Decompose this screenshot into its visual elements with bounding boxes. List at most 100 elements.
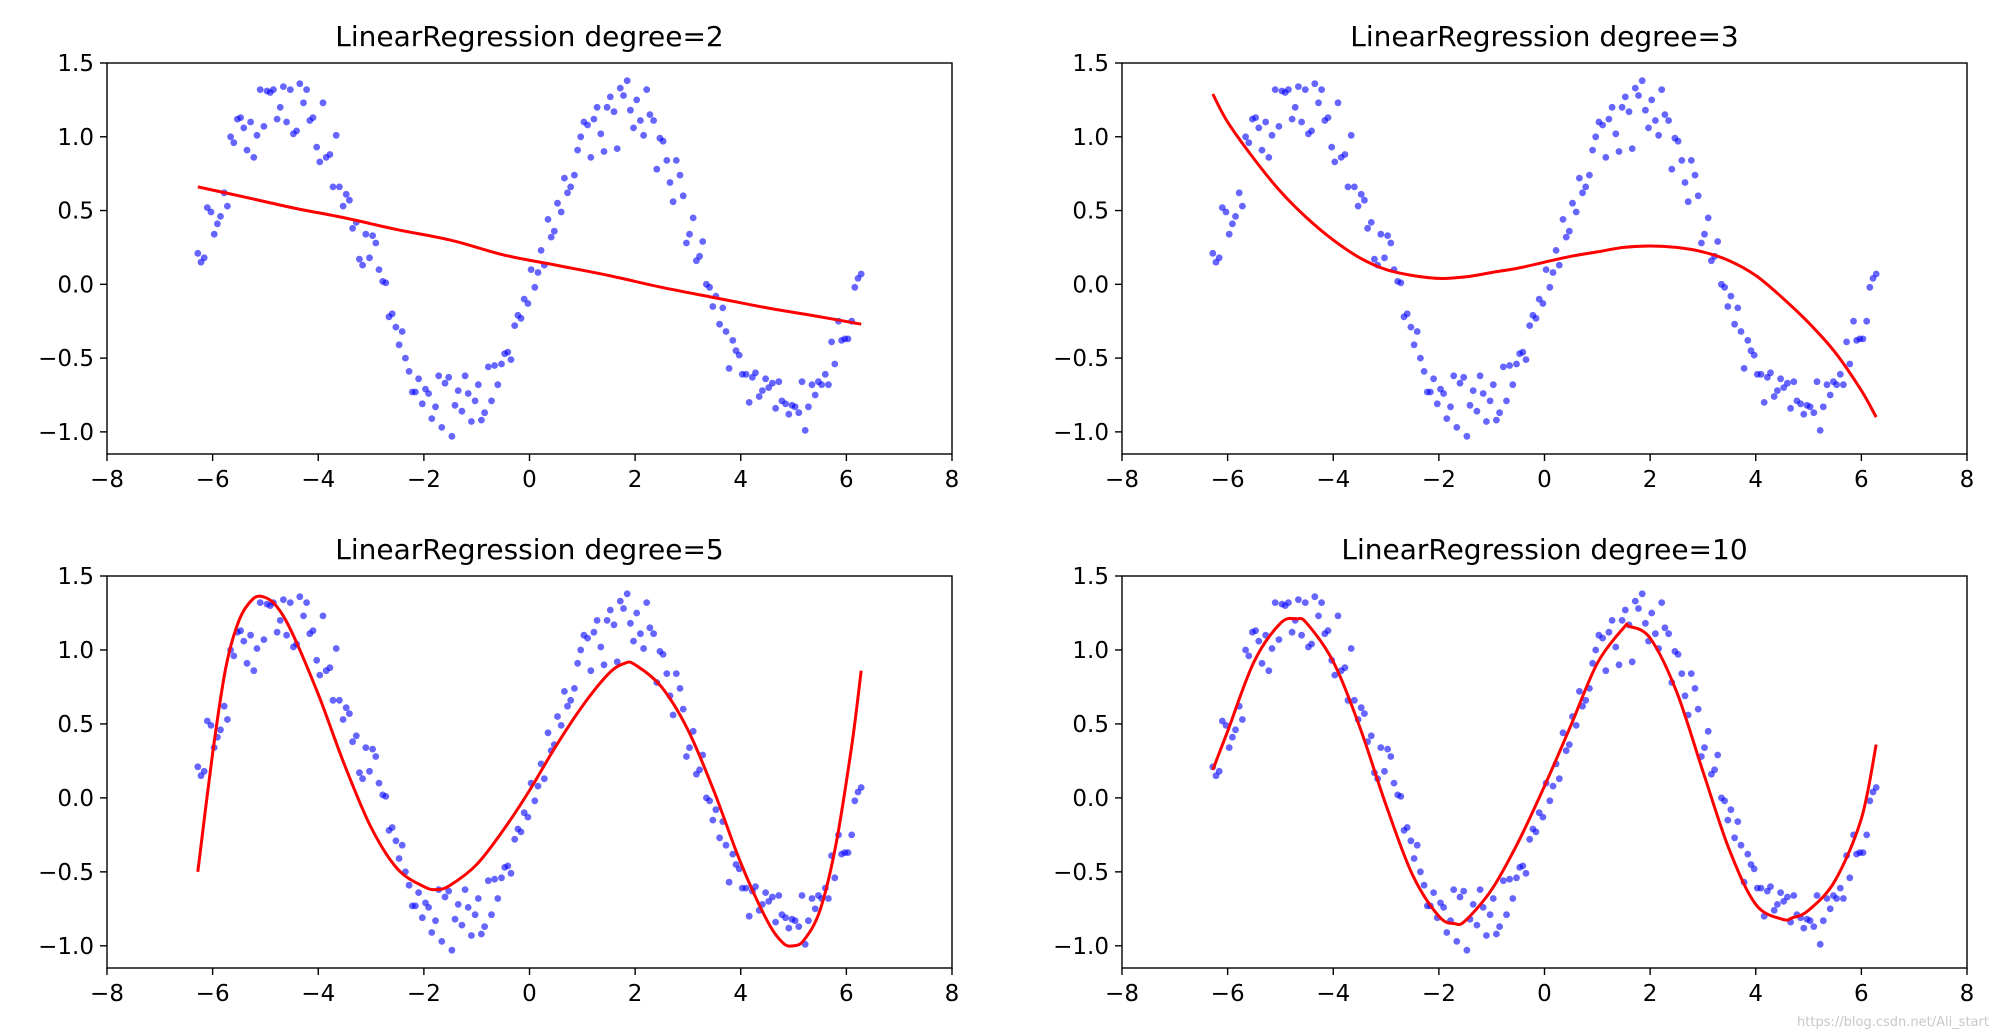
scatter-point <box>1682 179 1689 186</box>
scatter-point <box>1873 271 1880 278</box>
scatter-point <box>488 398 495 405</box>
scatter-point <box>1447 403 1454 410</box>
scatter-point <box>468 932 475 939</box>
scatter-point <box>809 381 816 388</box>
scatter-point <box>799 378 806 385</box>
scatter-point <box>1728 806 1735 813</box>
scatter-point <box>591 629 598 636</box>
scatter-point <box>1509 381 1516 388</box>
y-tick-label: 1.5 <box>1072 51 1109 77</box>
x-tick-label: 2 <box>628 467 643 493</box>
scatter-point <box>706 284 713 291</box>
scatter-point <box>1714 238 1721 245</box>
scatter-point <box>343 191 350 198</box>
scatter-point <box>729 337 736 344</box>
y-tick-label: −1.0 <box>1053 934 1109 960</box>
scatter-point <box>607 94 614 101</box>
scatter-point <box>667 179 674 186</box>
scatter-point <box>274 116 281 123</box>
scatter-point <box>1563 747 1570 754</box>
scatter-point <box>1678 157 1685 164</box>
scatter-point <box>208 722 215 729</box>
scatter-point <box>504 349 511 356</box>
scatter-point <box>1391 780 1398 787</box>
scatter-point <box>333 132 340 139</box>
scatter-point <box>1648 610 1655 617</box>
scatter-point <box>1276 123 1283 130</box>
scatter-point <box>472 398 479 405</box>
scatter-point <box>343 704 350 711</box>
scatter-point <box>244 147 251 154</box>
x-tick-label: 0 <box>522 467 537 493</box>
scatter-point <box>462 372 469 379</box>
scatter-point <box>1721 797 1728 804</box>
scatter-point <box>1784 894 1791 901</box>
x-tick-label: −6 <box>196 981 230 1007</box>
scatter-point <box>376 266 383 273</box>
scatter-series <box>1209 590 1879 953</box>
scatter-point <box>369 232 376 239</box>
scatter-point <box>1632 85 1639 92</box>
scatter-point <box>1665 630 1672 637</box>
fit-curve <box>1213 618 1876 924</box>
scatter-point <box>1814 892 1821 899</box>
scatter-point <box>254 645 261 652</box>
scatter-point <box>1229 220 1236 227</box>
scatter-point <box>1414 842 1421 849</box>
scatter-point <box>696 253 703 260</box>
scatter-point <box>1863 832 1870 839</box>
scatter-point <box>647 624 654 631</box>
scatter-point <box>746 913 753 920</box>
scatter-point <box>412 389 419 396</box>
scatter-point <box>1245 139 1252 146</box>
scatter-point <box>356 769 363 776</box>
y-tick-label: −0.5 <box>1053 860 1109 886</box>
scatter-point <box>597 644 604 651</box>
scatter-point <box>1582 184 1589 191</box>
scatter-point <box>660 651 667 658</box>
scatter-point <box>1609 617 1616 624</box>
scatter-point <box>1315 99 1322 106</box>
scatter-point <box>254 132 261 139</box>
scatter-point <box>1738 328 1745 335</box>
scatter-point <box>1276 636 1283 643</box>
x-tick-label: 8 <box>945 981 960 1007</box>
scatter-point <box>1540 814 1547 821</box>
scatter-point <box>359 262 366 269</box>
scatter-point <box>1592 133 1599 140</box>
scatter-point <box>831 361 838 368</box>
scatter-point <box>1817 941 1824 948</box>
scatter-point <box>270 86 277 93</box>
x-tick-label: 4 <box>733 981 748 1007</box>
scatter-point <box>280 83 287 90</box>
scatter-point <box>468 418 475 425</box>
scatter-series <box>1209 77 1879 439</box>
scatter-point <box>369 746 376 753</box>
x-tick-label: 2 <box>1643 981 1658 1007</box>
scatter-point <box>438 938 445 945</box>
scatter-point <box>1648 97 1655 104</box>
scatter-point <box>1252 627 1259 634</box>
scatter-point <box>535 783 542 790</box>
scatter-point <box>1777 375 1784 382</box>
scatter-point <box>1325 627 1332 634</box>
scatter-point <box>772 405 779 412</box>
watermark: https://blog.csdn.net/Ali_start <box>1797 1015 1989 1030</box>
scatter-point <box>1724 303 1731 310</box>
scatter-point <box>775 378 782 385</box>
scatter-point <box>425 904 432 911</box>
scatter-point <box>1506 362 1513 369</box>
scatter-point <box>548 234 555 241</box>
x-tick-label: −8 <box>90 981 124 1007</box>
scatter-point <box>1655 132 1662 139</box>
scatter-point <box>356 256 363 263</box>
scatter-point <box>1364 225 1371 232</box>
scatter-point <box>805 403 812 410</box>
scatter-point <box>723 842 730 849</box>
scatter-point <box>1440 904 1447 911</box>
scatter-point <box>1810 409 1817 416</box>
scatter-point <box>445 374 452 381</box>
scatter-point <box>1298 119 1305 126</box>
scatter-point <box>1325 114 1332 121</box>
scatter-point <box>1526 322 1533 329</box>
